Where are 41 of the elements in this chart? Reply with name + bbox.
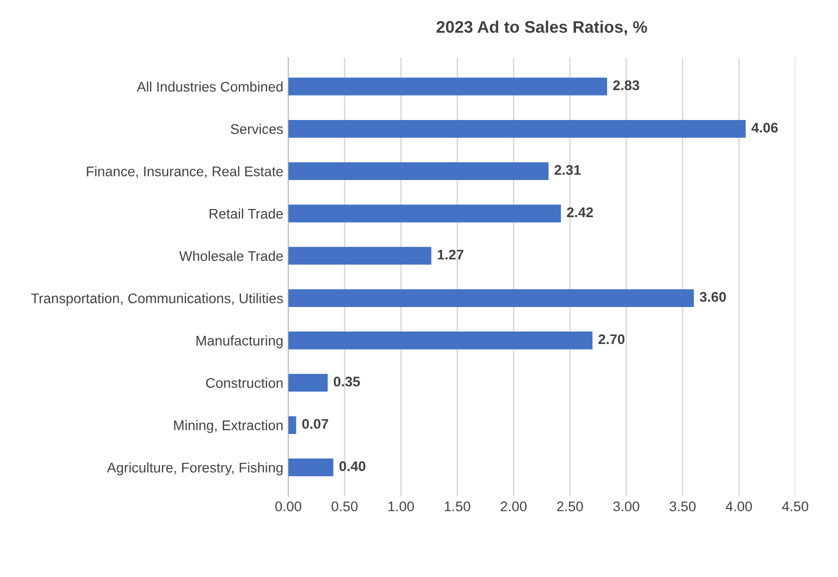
data-label: 1.27 (438, 250, 464, 260)
data-label: 0.40 (339, 461, 366, 472)
y-tick-label: Services (230, 124, 283, 134)
data-label: 0.07 (302, 418, 328, 429)
data-label: 2.31 (554, 165, 581, 175)
bar (288, 416, 296, 434)
data-label: 4.06 (751, 122, 778, 133)
x-tick-label: 2.00 (500, 501, 527, 512)
chart-title: 2023 Ad to Sales Ratios, % (436, 20, 648, 36)
x-tick-label: 1.50 (444, 501, 470, 512)
y-tick-label: Wholesale Trade (179, 250, 283, 261)
x-tick-label: 3.50 (670, 501, 696, 512)
y-tick-label: Finance, Insurance, Real Estate (86, 166, 283, 178)
bar (288, 289, 694, 308)
y-tick-label: All Industries Combined (136, 81, 283, 92)
data-label: 2.70 (598, 334, 624, 344)
y-tick-label: Transportation, Communications, Utilities (31, 293, 283, 306)
x-tick-label: 0.00 (275, 501, 302, 512)
data-label: 2.83 (613, 80, 640, 90)
x-tick-label: 3.00 (613, 501, 640, 512)
bar (288, 78, 608, 96)
bar (288, 120, 746, 138)
bar (288, 332, 592, 350)
x-tick-label: 2.50 (557, 501, 583, 512)
x-tick-label: 4.00 (726, 501, 752, 512)
data-label: 2.42 (566, 207, 593, 218)
bar (288, 374, 328, 392)
y-tick-label: Retail Trade (210, 208, 283, 219)
bar (288, 246, 432, 265)
y-tick-label: Agriculture, Forestry, Fishing (106, 462, 283, 476)
y-tick-label: Mining, Extraction (174, 420, 283, 433)
data-label: 0.35 (334, 376, 360, 387)
bar (288, 204, 561, 222)
data-label: 3.60 (700, 292, 726, 302)
bar (288, 162, 549, 180)
x-tick-label: 1.00 (388, 501, 414, 512)
y-tick-label: Construction (206, 378, 283, 388)
x-tick-label: 0.50 (332, 501, 358, 512)
bar (288, 458, 334, 476)
y-tick-label: Manufacturing (196, 335, 283, 348)
x-tick-label: 4.50 (782, 501, 808, 512)
